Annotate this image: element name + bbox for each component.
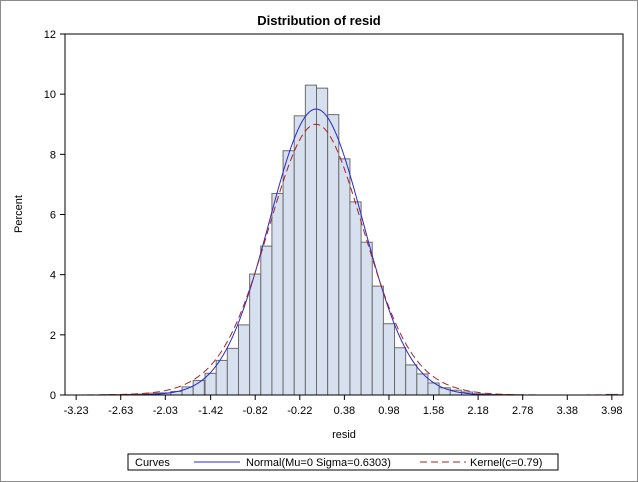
- y-tick-label: 10: [44, 89, 56, 101]
- legend: Curves Normal(Mu=0 Sigma=0.6303) Kernel(…: [127, 453, 559, 471]
- x-tick-label: -1.42: [198, 405, 223, 417]
- histogram-bar: [271, 192, 284, 396]
- y-tick-label: 2: [50, 330, 56, 342]
- histogram-bar: [316, 87, 329, 396]
- histogram-bar: [394, 347, 407, 396]
- x-tick-label: -0.82: [243, 405, 268, 417]
- histogram-bar: [215, 359, 228, 396]
- histogram-bar: [382, 323, 396, 396]
- histogram-bar: [293, 115, 306, 396]
- histogram-bar: [360, 241, 373, 396]
- y-tick-label: 0: [50, 390, 56, 402]
- x-tick-label: -2.03: [153, 405, 178, 417]
- x-tick-label: 3.38: [557, 405, 578, 417]
- y-tick-label: 12: [44, 29, 56, 41]
- y-axis-label: Percent: [13, 195, 25, 233]
- x-axis-label: resid: [332, 429, 356, 441]
- histogram-bar: [237, 324, 251, 396]
- x-tick-label: -2.63: [108, 405, 133, 417]
- y-axis: 0 2 4 6 8 10 12: [44, 29, 65, 402]
- legend-normal-label: Normal(Mu=0 Sigma=0.6303): [246, 457, 391, 469]
- x-tick-label: 3.98: [601, 405, 622, 417]
- histogram-bar: [327, 114, 340, 396]
- histogram-bar: [304, 84, 318, 396]
- x-tick-label: 0.98: [378, 405, 399, 417]
- y-tick-label: 4: [50, 270, 56, 282]
- histogram-bar: [226, 347, 239, 396]
- y-tick-label: 6: [50, 210, 56, 222]
- x-tick-label: 0.38: [334, 405, 355, 417]
- histogram-bars: [103, 84, 618, 396]
- histogram-bar: [349, 201, 362, 396]
- legend-kernel-label: Kernel(c=0.79): [470, 457, 542, 469]
- histogram-bar: [371, 285, 384, 396]
- x-tick-label: 2.78: [512, 405, 533, 417]
- x-tick-label: 1.58: [423, 405, 444, 417]
- x-tick-label: -3.23: [64, 405, 89, 417]
- chart-title: Distribution of resid: [257, 13, 381, 28]
- histogram-bar: [405, 364, 418, 396]
- x-axis: -3.23 -2.63 -2.03 -1.42 -0.82 -0.22 0.38 0.98 1.…: [64, 395, 623, 417]
- x-tick-label: -0.22: [287, 405, 312, 417]
- histogram-bar: [282, 150, 295, 396]
- y-tick-label: 8: [50, 149, 56, 161]
- legend-box: [127, 453, 559, 471]
- legend-title: Curves: [135, 457, 170, 469]
- histogram-bar: [249, 273, 262, 396]
- histogram-bar: [260, 245, 273, 396]
- x-tick-label: 2.18: [467, 405, 488, 417]
- histogram-bar: [338, 158, 351, 396]
